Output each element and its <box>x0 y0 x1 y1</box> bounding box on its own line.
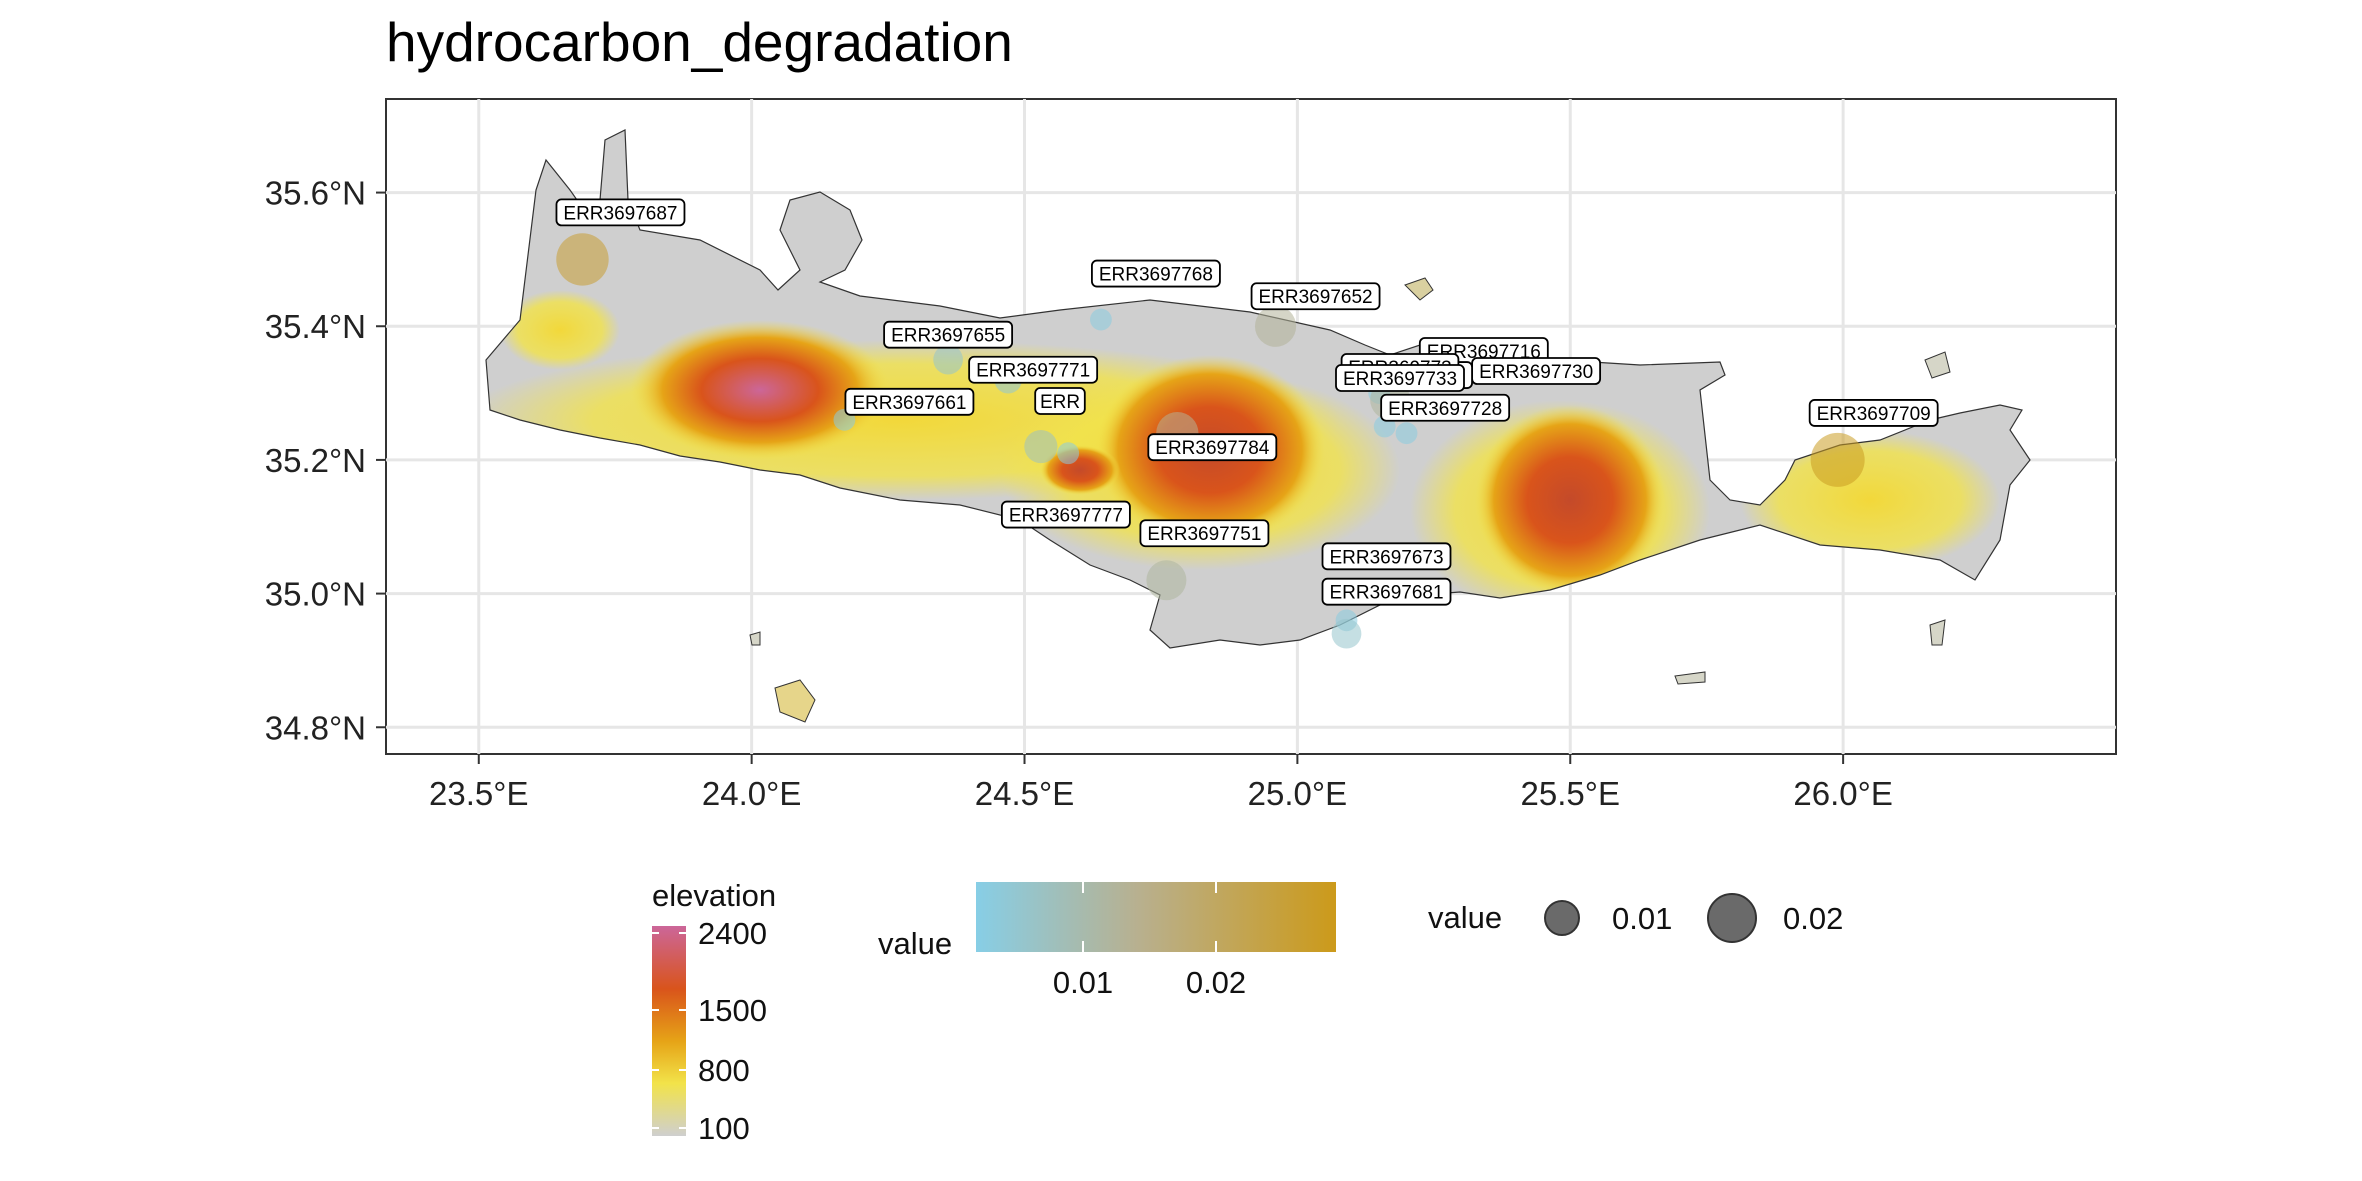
chart-title: hydrocarbon_degradation <box>386 11 1013 73</box>
sample-label: ERR3697709 <box>1817 404 1931 425</box>
sample-label: ERR3697768 <box>1099 265 1213 286</box>
sample-label-box <box>968 355 1099 384</box>
sample-label: ERR3697673 <box>1329 547 1443 568</box>
value-color-tick-label: 0.01 <box>1053 965 1113 1000</box>
sample-point <box>933 344 963 375</box>
sample-label: ERR3697655 <box>891 326 1005 347</box>
sample-label-box <box>844 387 975 416</box>
sample-label: ERR3697681 <box>1329 583 1443 604</box>
sample-point <box>1057 442 1080 465</box>
dia-island <box>1404 277 1434 301</box>
elevation-legend-title: elevation <box>652 878 776 913</box>
islet-east <box>1924 351 1951 379</box>
size-tick-label: 0.01 <box>1612 901 1672 936</box>
x-axis: 23.5°E 24.0°E 24.5°E 25.0°E 25.5°E 26.0°E <box>429 754 1893 812</box>
sample-label-box <box>555 198 686 227</box>
islet-sw <box>749 631 761 646</box>
sample-point <box>1024 429 1058 464</box>
y-tick-label: 35.4°N <box>265 308 366 345</box>
sample-label-box <box>1335 364 1465 392</box>
y-axis: 34.8°N 35.0°N 35.2°N 35.4°N 35.6°N <box>265 175 386 746</box>
sample-label-box <box>1321 542 1452 571</box>
sample-label: ERR3697784 <box>1155 438 1270 459</box>
value-color-legend: value 0.01 0.02 <box>878 882 1336 1000</box>
sample-point <box>1395 422 1418 445</box>
sample-labels: ERR3697687 ERR3697768 ERR3697652 ERR3697655… <box>555 198 1939 606</box>
sample-label-box <box>1139 519 1270 548</box>
sample-point <box>1331 618 1362 649</box>
value-color-legend-title: value <box>878 926 952 961</box>
sample-label-box <box>1808 399 1939 427</box>
islet-south <box>1929 619 1946 646</box>
sample-label-box <box>883 320 1014 349</box>
x-tick-label: 25.0°E <box>1248 775 1347 812</box>
elevation-tick-label: 1500 <box>698 993 767 1028</box>
sample-point <box>1810 432 1865 487</box>
sample-point <box>1089 308 1112 331</box>
sample-label: ERR3697733 <box>1343 369 1457 390</box>
sample-point <box>1146 560 1187 601</box>
sample-label-box <box>1000 500 1131 529</box>
elevation-tick-label: 100 <box>698 1111 750 1146</box>
elevation-tick-label: 2400 <box>698 916 767 951</box>
x-tick-label: 24.0°E <box>702 775 801 812</box>
value-colorbar <box>976 882 1336 952</box>
size-key-large <box>1707 893 1757 943</box>
y-tick-label: 34.8°N <box>265 709 366 746</box>
gavdos-island <box>774 679 816 723</box>
y-tick-label: 35.6°N <box>265 175 366 212</box>
sample-label: ERR3697771 <box>976 361 1090 382</box>
y-tick-label: 35.2°N <box>265 442 366 479</box>
sample-label: ERR3697777 <box>1009 506 1123 527</box>
sample-label: ERR3697751 <box>1147 524 1261 545</box>
sample-label-box <box>1250 282 1381 311</box>
x-tick-label: 26.0°E <box>1793 775 1892 812</box>
y-tick-label: 35.0°N <box>265 576 366 613</box>
size-tick-label: 0.02 <box>1783 901 1843 936</box>
sample-label: ERR <box>1040 392 1080 413</box>
size-key-small <box>1544 900 1580 936</box>
elevation-legend: elevation 2400 1500 800 100 <box>652 878 776 1146</box>
sample-label: ERR3697652 <box>1259 287 1373 308</box>
sample-label: ERR3697687 <box>563 203 677 224</box>
sample-label-box <box>1147 433 1278 462</box>
sample-point <box>556 233 609 286</box>
sample-label-box <box>1380 393 1511 422</box>
sample-point <box>1254 305 1297 347</box>
x-tick-label: 23.5°E <box>429 775 528 812</box>
value-color-tick-label: 0.02 <box>1186 965 1246 1000</box>
x-tick-label: 25.5°E <box>1521 775 1620 812</box>
sample-label: ERR3697728 <box>1388 399 1502 420</box>
sample-label: ERR3697661 <box>852 393 966 414</box>
sample-label: ERR3697730 <box>1479 362 1593 383</box>
sample-label-box <box>1321 577 1452 606</box>
elevation-colorbar <box>652 926 686 1136</box>
x-tick-label: 24.5°E <box>975 775 1074 812</box>
sample-label-box <box>1091 259 1221 288</box>
value-size-legend-title: value <box>1428 900 1502 935</box>
elevation-tick-label: 800 <box>698 1053 750 1088</box>
value-size-legend: value 0.01 0.02 <box>1428 893 1843 943</box>
chrysi-island <box>1674 671 1706 685</box>
sample-label-box <box>1034 387 1086 415</box>
